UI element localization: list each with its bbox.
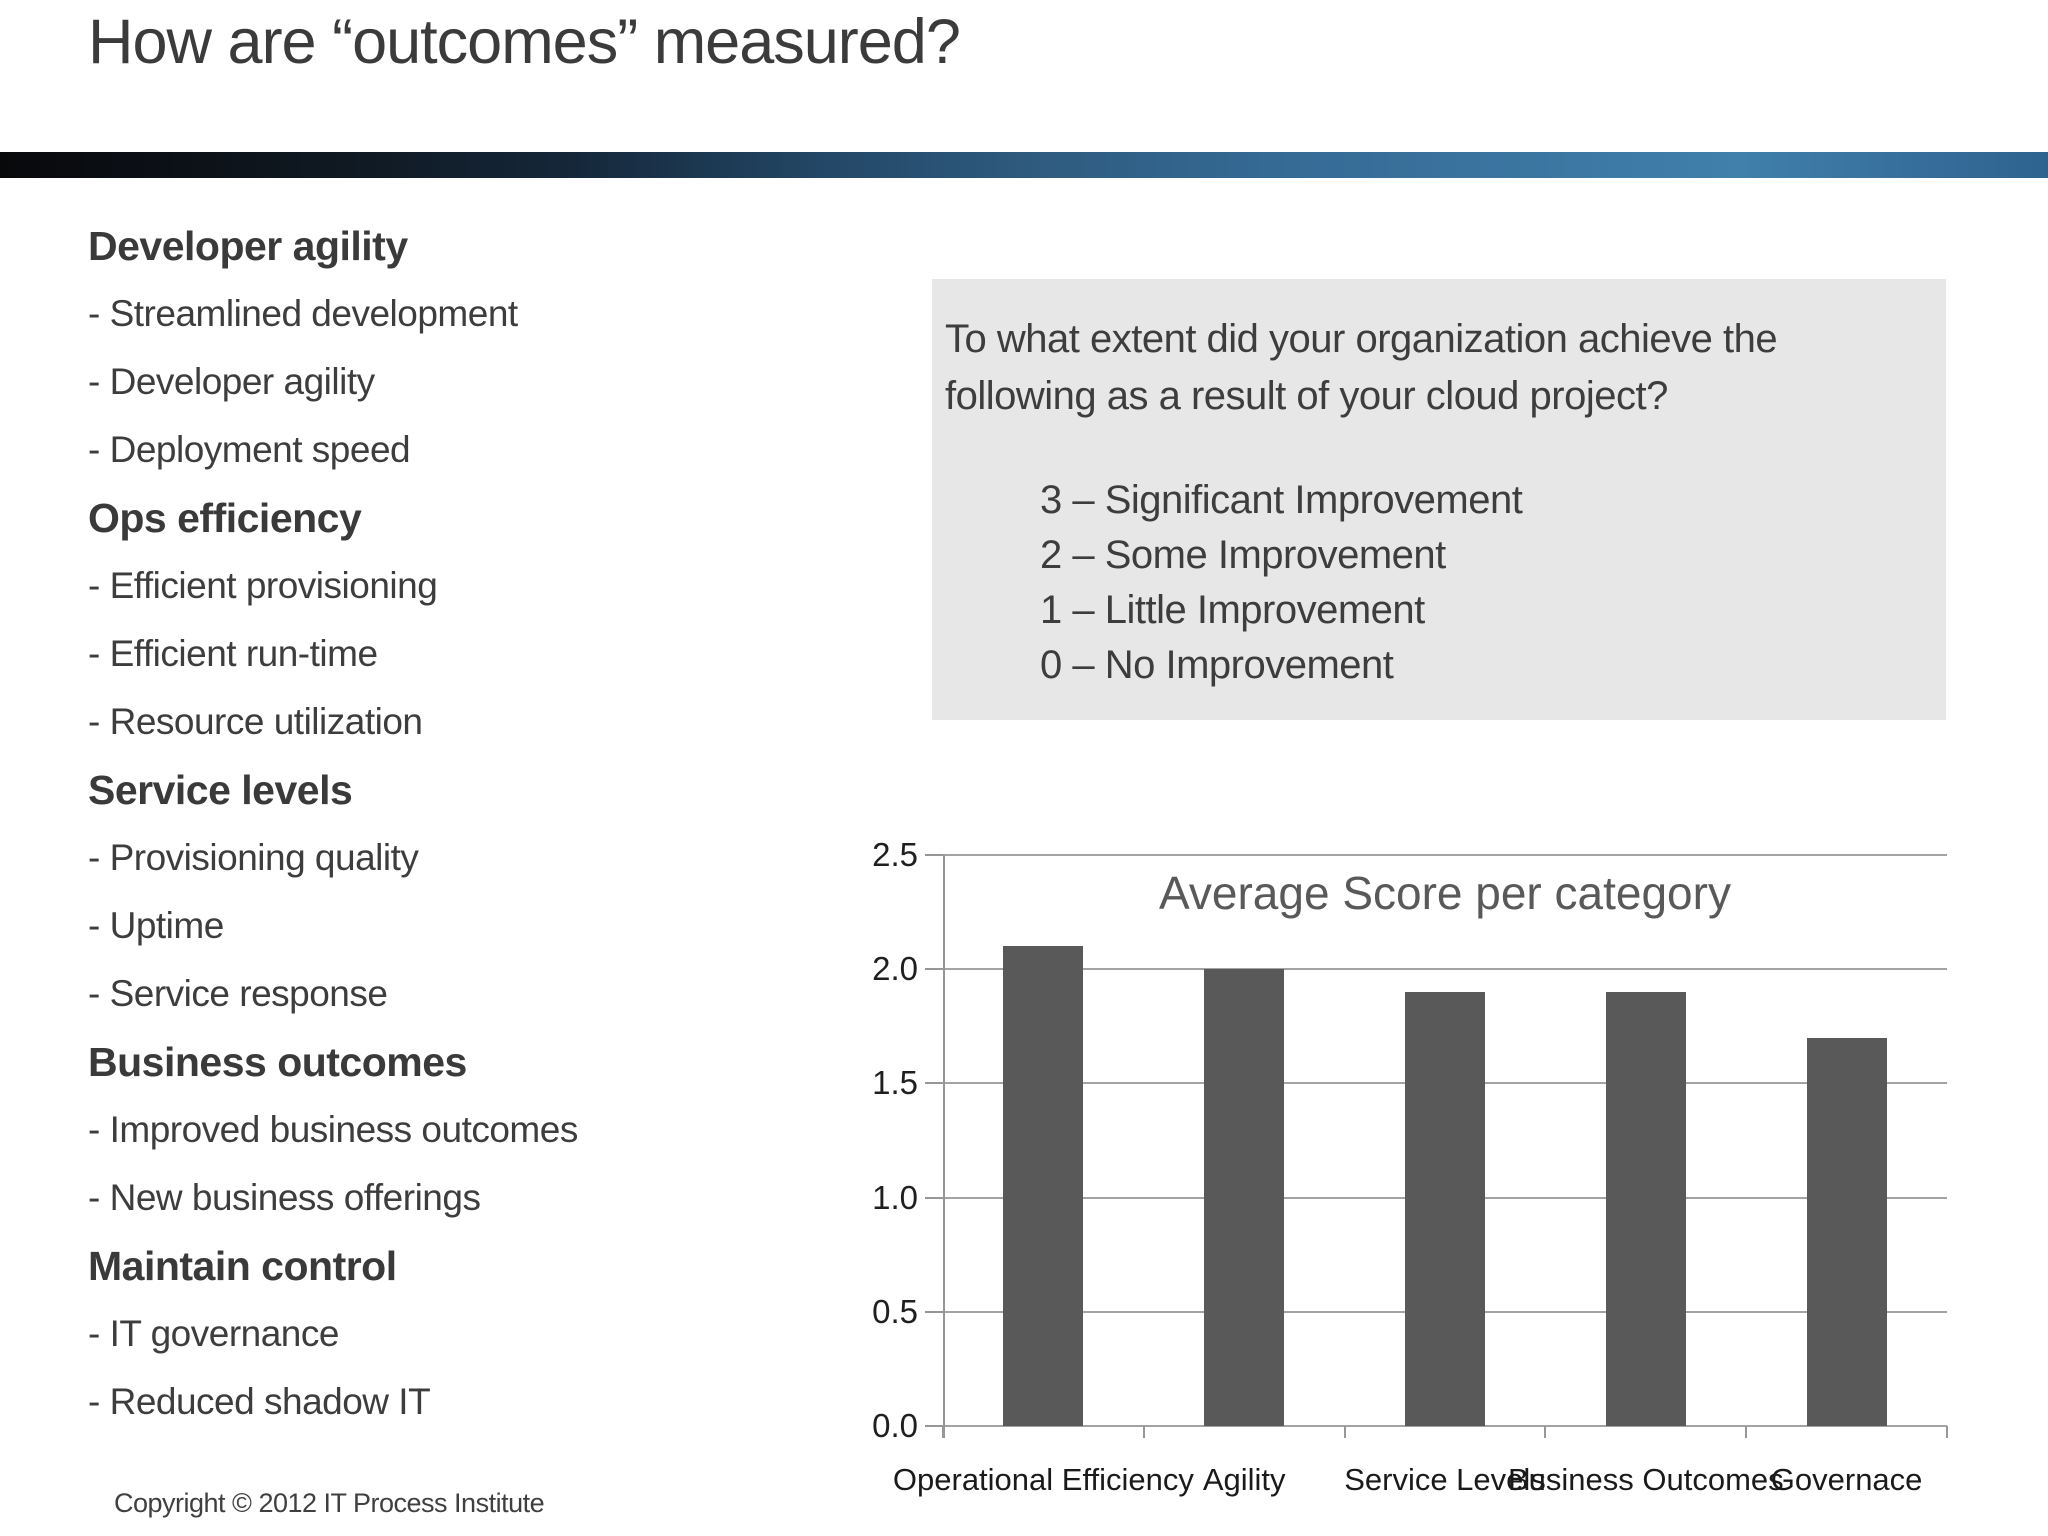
x-axis-tick-0	[942, 1426, 944, 1438]
x-axis-tick-1	[1142, 1426, 1145, 1438]
survey-question-line1: To what extent did your organization ach…	[945, 317, 1778, 361]
chart-gridline-1.0	[943, 1196, 1947, 1199]
title-divider-gradient-bar	[0, 152, 2048, 178]
survey-question-line2: following as a result of your cloud proj…	[945, 374, 1668, 418]
y-axis-label-1.0: 1.0	[872, 1178, 918, 1216]
measure-item-new-business-offerings: - New business offerings	[88, 1177, 481, 1218]
y-axis-tick-2.0	[925, 968, 943, 971]
measure-item-reduced-shadow-it: - Reduced shadow IT	[88, 1381, 431, 1422]
chart-bar-business-outcomes	[1605, 992, 1686, 1426]
chart-bar-agility	[1204, 969, 1285, 1426]
measure-item-service-response: - Service response	[88, 973, 388, 1014]
scale-item-1: 2 – Some Improvement	[1040, 533, 1446, 577]
y-axis-line	[943, 855, 945, 1438]
y-axis-tick-1.5	[925, 1082, 943, 1085]
chart-bar-governace	[1806, 1037, 1887, 1426]
measure-item-provisioning-quality: - Provisioning quality	[88, 837, 419, 878]
survey-question-box: To what extent did your organization ach…	[932, 279, 1946, 720]
measure-item-improved-business-outcomes: - Improved business outcomes	[88, 1109, 578, 1150]
y-axis-label-2.0: 2.0	[872, 950, 918, 988]
scale-item-2: 1 – Little Improvement	[1040, 588, 1425, 632]
chart-bar-service-levels	[1405, 992, 1485, 1426]
measure-group-heading-maintain-control: Maintain control	[88, 1242, 397, 1289]
scale-item-3: 0 – No Improvement	[1040, 643, 1394, 687]
x-axis-tick-4	[1745, 1426, 1748, 1438]
measure-group-heading-ops-efficiency: Ops efficiency	[88, 494, 362, 541]
measure-item-developer-agility: - Developer agility	[88, 361, 375, 402]
x-axis-label-agility: Agility	[1202, 1462, 1286, 1497]
measure-item-resource-utilization: - Resource utilization	[88, 701, 423, 742]
copyright-text: Copyright © 2012 IT Process Institute	[114, 1488, 545, 1518]
x-axis-label-service-levels: Service Levels	[1344, 1462, 1546, 1497]
improvement-scale-list: 3 – Significant Improvement 2 – Some Impr…	[1040, 473, 1946, 693]
chart-gridline-0.5	[943, 1310, 1947, 1313]
chart-gridline-2.0	[943, 968, 1947, 971]
chart-bar-operational-efficiency	[1003, 946, 1084, 1426]
y-axis-label-0.0: 0.0	[872, 1407, 918, 1444]
y-axis-tick-0.5	[925, 1310, 943, 1313]
y-axis-label-1.5: 1.5	[872, 1064, 918, 1102]
measure-group-heading-service-levels: Service levels	[88, 766, 353, 813]
y-axis-tick-0.0	[925, 1425, 943, 1427]
measure-item-streamlined-development: - Streamlined development	[88, 293, 518, 334]
measure-item-uptime: - Uptime	[88, 905, 224, 946]
x-axis-label-operational-efficiency: Operational Efficiency	[892, 1462, 1194, 1497]
measure-item-deployment-speed: - Deployment speed	[88, 429, 411, 470]
measure-item-efficient-run-time: - Efficient run-time	[88, 633, 378, 674]
y-axis-tick-2.5	[925, 854, 943, 856]
chart-gridline-1.5	[943, 1082, 1947, 1085]
chart-title: Average Score per category	[1159, 867, 1731, 919]
x-axis-label-business-outcomes: Business Outcomes	[1507, 1462, 1784, 1497]
measure-group-heading-business-outcomes: Business outcomes	[88, 1038, 467, 1085]
x-axis-tick-2	[1343, 1426, 1346, 1438]
slide-title: How are “outcomes” measured?	[88, 7, 961, 77]
x-axis-tick-5	[1946, 1426, 1948, 1438]
measure-item-efficient-provisioning: - Efficient provisioning	[88, 565, 438, 606]
x-axis-tick-3	[1544, 1426, 1547, 1438]
chart-gridline-2.5	[943, 854, 1947, 856]
outcome-measures-list: Developer agility - Streamlined developme…	[88, 212, 578, 1436]
y-axis-label-2.5: 2.5	[872, 836, 918, 873]
y-axis-label-0.5: 0.5	[872, 1292, 918, 1330]
chart-gridline-0.0	[943, 1425, 1947, 1427]
scale-item-0: 3 – Significant Improvement	[1040, 478, 1523, 522]
x-axis-label-governace: Governace	[1770, 1462, 1923, 1497]
measure-item-it-governance: - IT governance	[88, 1313, 339, 1354]
y-axis-tick-1.0	[925, 1196, 943, 1199]
measure-group-heading-developer-agility: Developer agility	[88, 222, 408, 269]
